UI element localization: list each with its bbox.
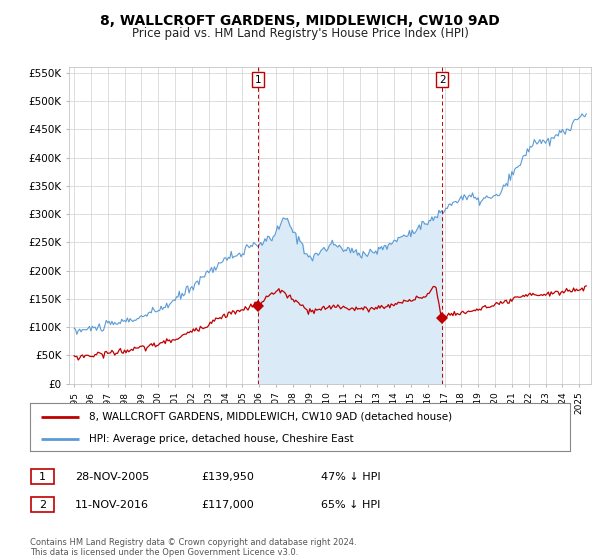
Text: £117,000: £117,000 <box>201 500 254 510</box>
Text: 8, WALLCROFT GARDENS, MIDDLEWICH, CW10 9AD: 8, WALLCROFT GARDENS, MIDDLEWICH, CW10 9… <box>100 14 500 28</box>
FancyBboxPatch shape <box>31 497 54 512</box>
Text: 1: 1 <box>39 472 46 482</box>
Text: HPI: Average price, detached house, Cheshire East: HPI: Average price, detached house, Ches… <box>89 434 354 444</box>
Text: 8, WALLCROFT GARDENS, MIDDLEWICH, CW10 9AD (detached house): 8, WALLCROFT GARDENS, MIDDLEWICH, CW10 9… <box>89 412 452 422</box>
Text: 65% ↓ HPI: 65% ↓ HPI <box>321 500 380 510</box>
Text: Contains HM Land Registry data © Crown copyright and database right 2024.
This d: Contains HM Land Registry data © Crown c… <box>30 538 356 557</box>
Text: £139,950: £139,950 <box>201 472 254 482</box>
Text: 47% ↓ HPI: 47% ↓ HPI <box>321 472 380 482</box>
Text: Price paid vs. HM Land Registry's House Price Index (HPI): Price paid vs. HM Land Registry's House … <box>131 27 469 40</box>
Text: 11-NOV-2016: 11-NOV-2016 <box>75 500 149 510</box>
Text: 28-NOV-2005: 28-NOV-2005 <box>75 472 149 482</box>
Text: 1: 1 <box>254 75 261 85</box>
FancyBboxPatch shape <box>31 469 54 484</box>
Text: 2: 2 <box>39 500 46 510</box>
Text: 2: 2 <box>439 75 446 85</box>
